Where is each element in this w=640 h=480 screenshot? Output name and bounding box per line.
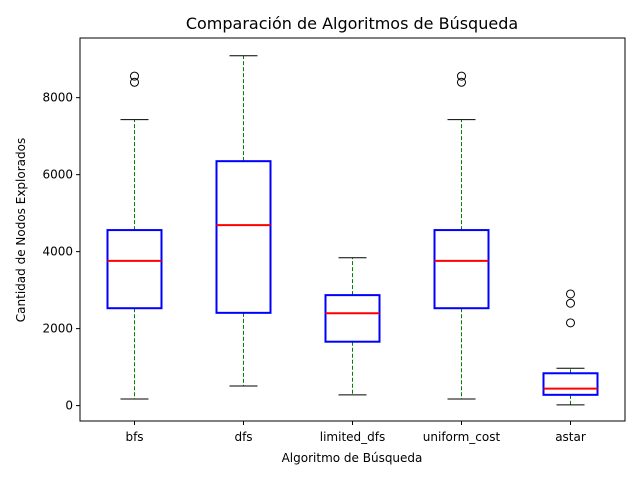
x-tick-label: astar: [555, 430, 586, 444]
y-tick-label: 2000: [42, 322, 73, 336]
box-group-bfs: [106, 71, 163, 400]
y-tick-label: 0: [65, 399, 73, 413]
box-group-astar: [542, 289, 599, 406]
outlier-point: [566, 289, 575, 299]
y-tick-label: 4000: [42, 245, 73, 259]
box-group-limited_dfs: [324, 257, 381, 396]
plot-area: 0 2000 4000 6000 8000 bfs dfs limited_dfs unifor…: [42, 37, 626, 444]
y-tick-label: 8000: [42, 91, 73, 105]
box-group-uniform_cost: [433, 71, 490, 400]
box: [324, 294, 381, 343]
x-tick-label: limited_dfs: [320, 430, 386, 444]
box: [542, 372, 599, 396]
y-tick-label: 6000: [42, 168, 73, 182]
outlier-point: [130, 71, 139, 81]
y-axis-label: Cantidad de Nodos Explorados: [14, 138, 28, 322]
outlier-point: [566, 318, 575, 328]
outlier-point: [457, 71, 466, 81]
x-tick-label: bfs: [125, 430, 143, 444]
outlier-point: [457, 77, 466, 87]
chart-title: Comparación de Algoritmos de Búsqueda: [186, 14, 518, 33]
box-group-dfs: [215, 55, 272, 387]
box: [106, 229, 163, 310]
x-tick-label: uniform_cost: [423, 430, 501, 444]
outlier-point: [566, 298, 575, 308]
box: [215, 160, 272, 314]
outlier-point: [130, 77, 139, 87]
box: [433, 229, 490, 310]
x-axis-label: Algoritmo de Búsqueda: [282, 451, 423, 465]
x-tick-label: dfs: [234, 430, 252, 444]
